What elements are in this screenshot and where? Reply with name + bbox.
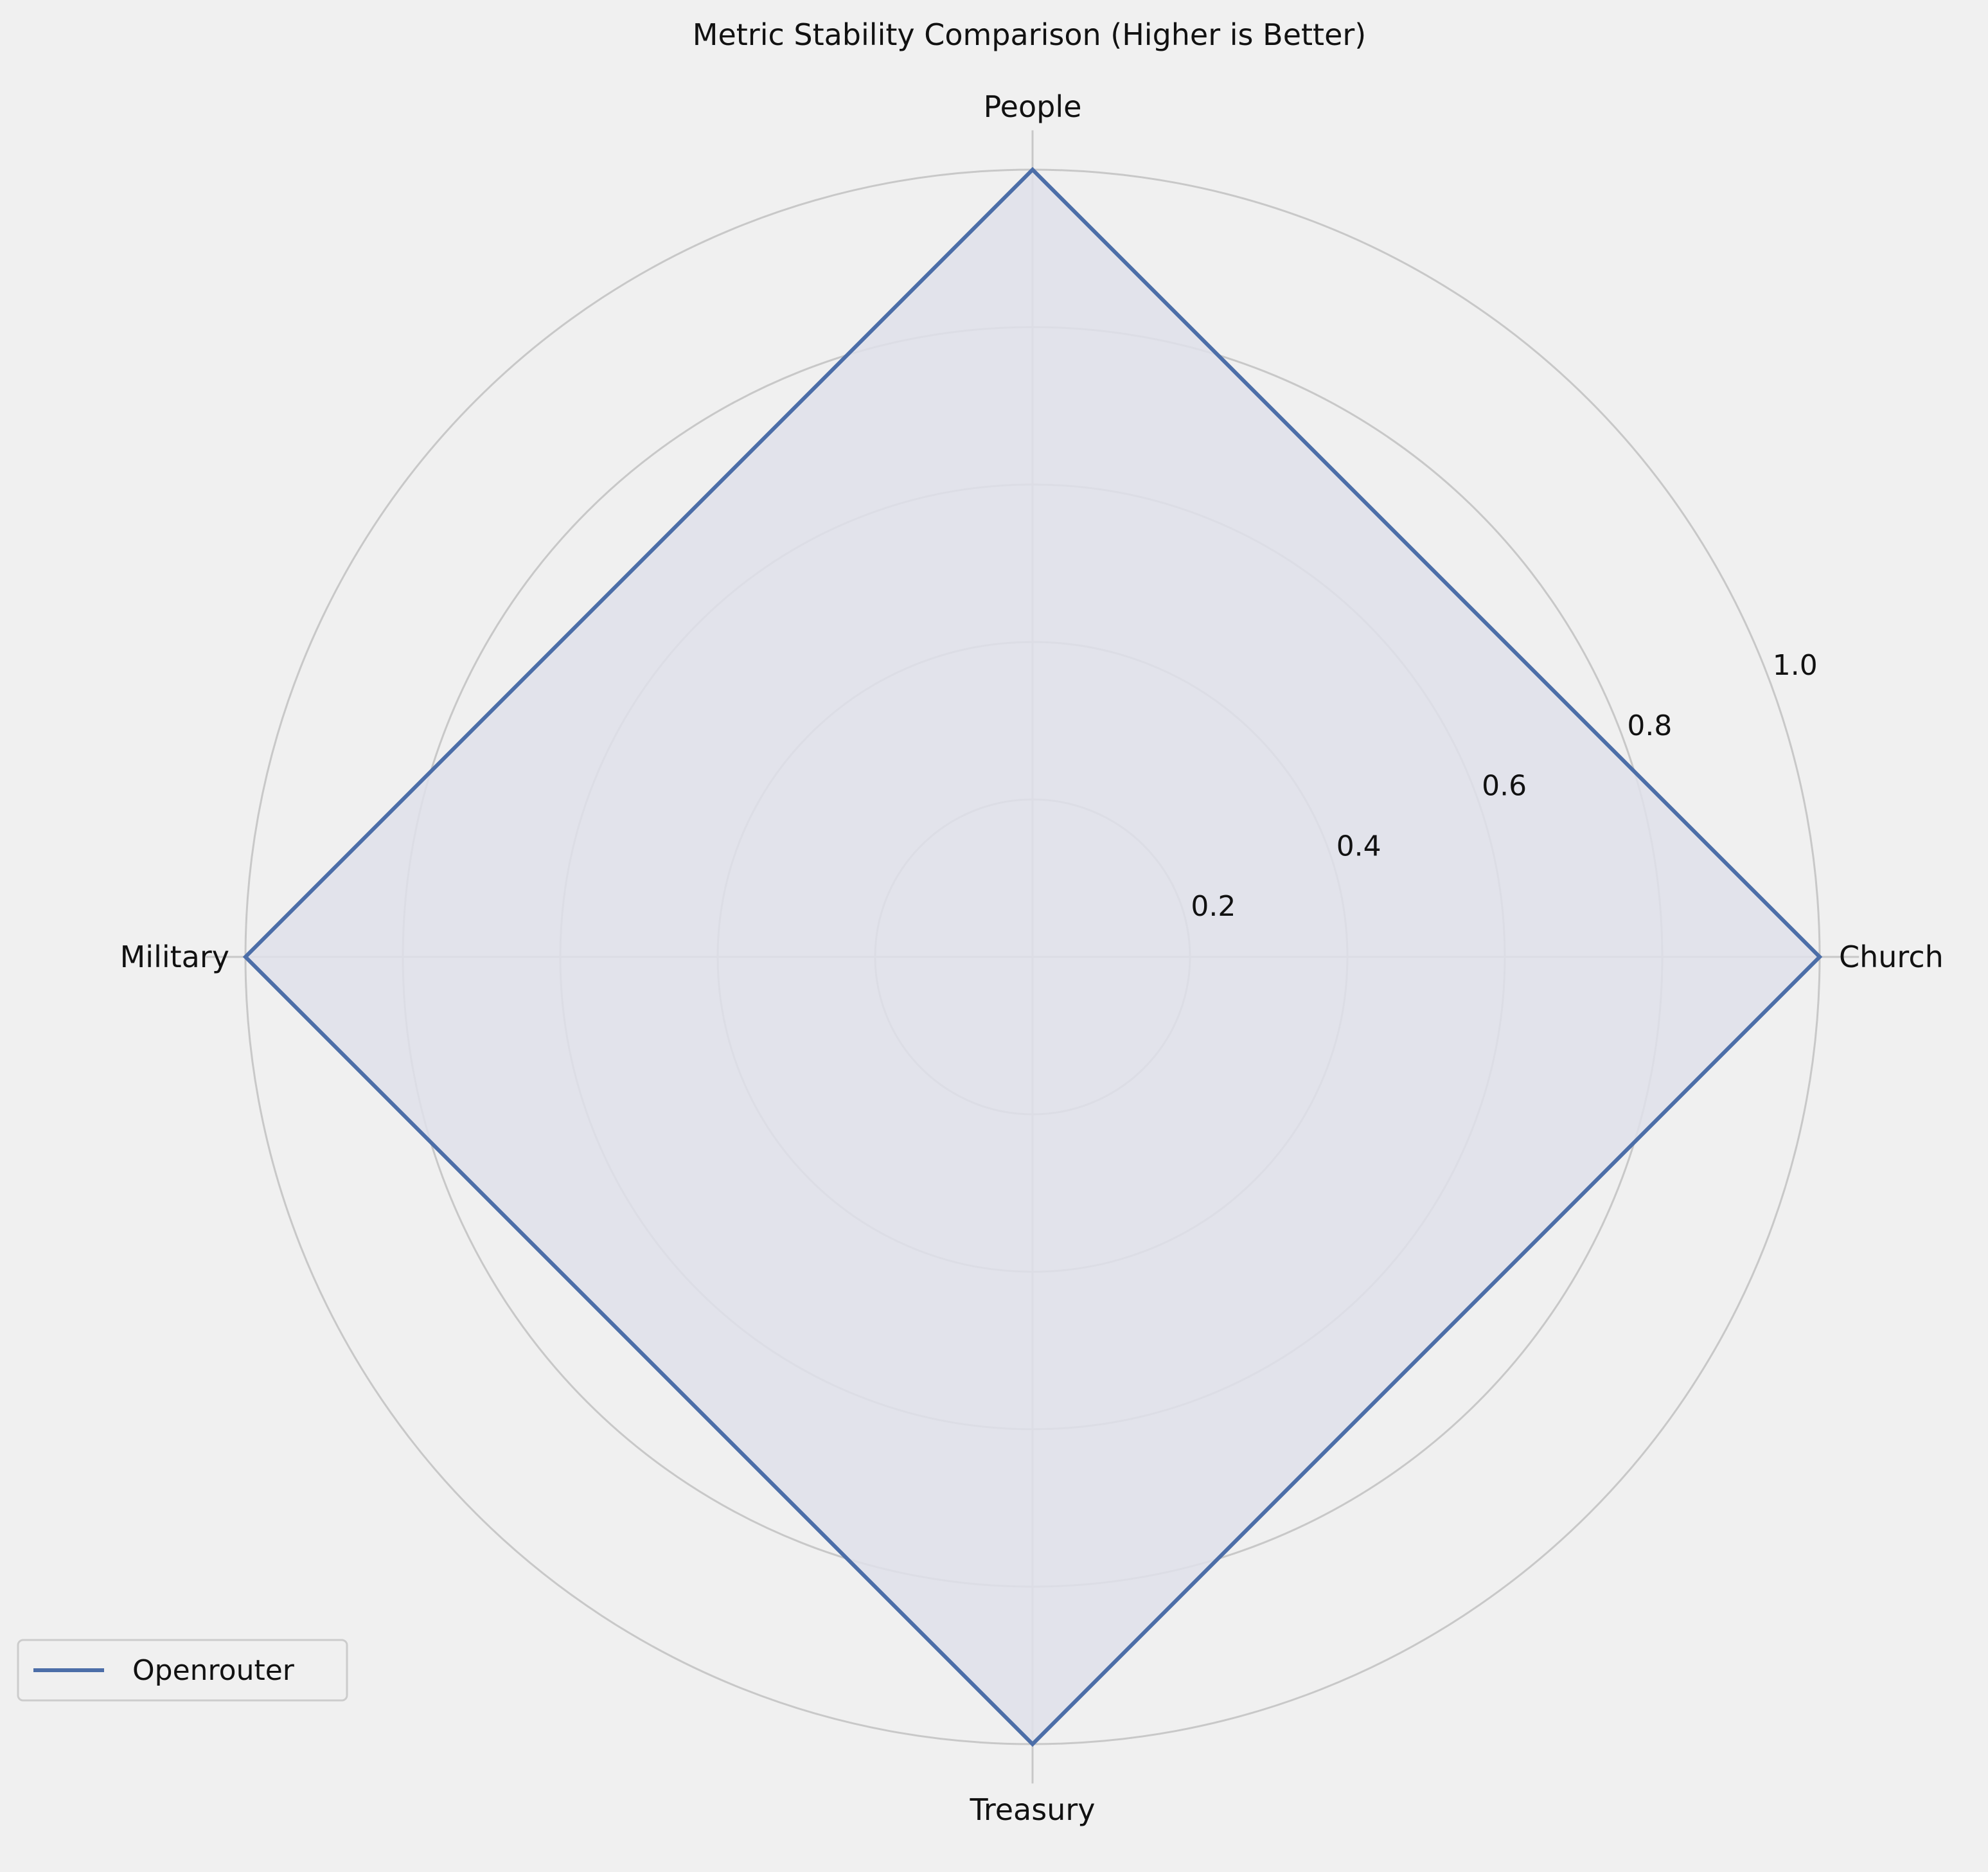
rtick-label-3: 0.6 bbox=[1482, 770, 1527, 803]
rtick-label-4: 0.8 bbox=[1627, 709, 1672, 742]
rtick-label-1: 0.2 bbox=[1191, 890, 1236, 923]
rtick-label-5: 1.0 bbox=[1773, 649, 1818, 682]
legend[interactable]: Openrouter bbox=[17, 1639, 348, 1702]
legend-label-openrouter: Openrouter bbox=[132, 1654, 295, 1687]
chart-title: Metric Stability Comparison (Higher is B… bbox=[693, 17, 1366, 52]
legend-box bbox=[17, 1639, 348, 1702]
radial-tick-labels: 0.2 0.4 0.6 0.8 1.0 bbox=[1191, 649, 1817, 923]
category-label-church: Church bbox=[1839, 940, 1944, 974]
rtick-label-2: 0.4 bbox=[1336, 830, 1381, 863]
category-label-treasury: Treasury bbox=[970, 1792, 1096, 1827]
category-labels: Church People Military Treasury bbox=[120, 89, 1944, 1827]
category-label-people: People bbox=[984, 89, 1082, 124]
series-layer bbox=[242, 166, 1823, 1747]
series-line-openrouter bbox=[242, 166, 1823, 1747]
category-label-military: Military bbox=[120, 940, 229, 974]
